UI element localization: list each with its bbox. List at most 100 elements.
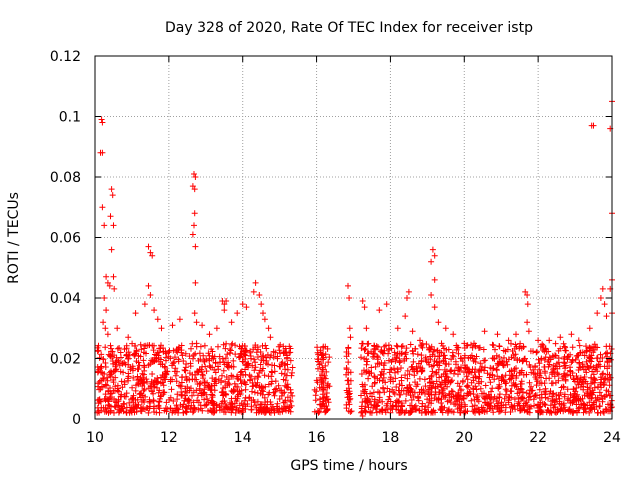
- data-point: [191, 171, 197, 177]
- data-point: [98, 363, 105, 370]
- data-point: [513, 365, 519, 372]
- data-point: [368, 348, 375, 355]
- data-point: [278, 405, 285, 412]
- data-point: [98, 351, 105, 358]
- data-point: [200, 352, 207, 359]
- data-point: [107, 342, 114, 349]
- data-point: [279, 408, 286, 415]
- data-point: [120, 400, 127, 407]
- data-point: [175, 346, 182, 353]
- data-point: [160, 389, 167, 396]
- data-point: [576, 342, 583, 349]
- data-point: [198, 366, 204, 373]
- data-point: [136, 362, 143, 369]
- data-point: [547, 402, 554, 409]
- data-point: [125, 377, 132, 384]
- data-point: [455, 371, 461, 378]
- data-point: [546, 337, 553, 344]
- data-point: [368, 401, 375, 408]
- data-point: [543, 388, 549, 395]
- data-point: [104, 377, 111, 384]
- data-point: [567, 391, 574, 398]
- data-point: [117, 393, 124, 400]
- data-point: [234, 310, 241, 317]
- data-point: [518, 394, 525, 401]
- data-point: [108, 390, 115, 397]
- data-point: [242, 352, 249, 359]
- data-point: [517, 381, 524, 387]
- data-point: [380, 350, 387, 357]
- data-point: [433, 369, 440, 376]
- data-point: [450, 331, 457, 338]
- data-point: [425, 391, 432, 397]
- data-point: [212, 359, 219, 366]
- data-point: [345, 282, 351, 289]
- data-point: [587, 406, 594, 413]
- data-point: [135, 381, 142, 388]
- data-point: [280, 376, 287, 383]
- y-axis-label: ROTI / TECUs: [6, 192, 22, 284]
- data-point: [411, 372, 418, 379]
- data-point: [583, 358, 590, 365]
- data-point: [346, 295, 353, 301]
- data-point: [123, 390, 130, 397]
- data-point: [565, 353, 572, 360]
- data-point: [128, 409, 135, 416]
- data-point: [146, 403, 153, 410]
- data-point: [190, 399, 197, 406]
- data-point: [584, 390, 590, 397]
- data-point: [191, 186, 198, 193]
- data-point: [220, 341, 227, 348]
- data-point: [268, 368, 275, 375]
- data-point: [598, 392, 605, 399]
- data-point: [95, 408, 102, 415]
- data-point: [252, 279, 259, 286]
- y-tick-label: 0.1: [59, 110, 81, 126]
- data-point: [432, 391, 439, 398]
- data-point: [429, 246, 436, 253]
- data-point: [574, 409, 580, 415]
- data-point: [570, 392, 577, 399]
- data-point: [433, 378, 440, 385]
- data-point: [102, 360, 109, 366]
- data-point: [399, 382, 405, 389]
- data-point: [220, 359, 227, 366]
- data-point: [274, 353, 281, 360]
- data-point: [203, 391, 210, 398]
- data-point: [513, 343, 520, 350]
- data-point: [127, 364, 134, 371]
- data-point: [189, 231, 196, 238]
- data-point: [276, 363, 283, 370]
- data-point: [193, 387, 200, 394]
- data-point: [464, 392, 470, 399]
- data-point: [223, 298, 230, 304]
- data-point: [379, 398, 386, 405]
- data-point: [464, 376, 471, 383]
- data-point: [108, 345, 115, 352]
- data-point: [418, 358, 425, 365]
- data-point: [145, 282, 152, 289]
- data-point: [555, 377, 562, 384]
- data-point: [505, 399, 512, 406]
- data-point: [533, 349, 540, 356]
- axis-ticks: [94, 55, 613, 420]
- data-point: [193, 319, 200, 326]
- data-point: [99, 375, 106, 382]
- data-point: [380, 384, 386, 391]
- data-point: [447, 399, 454, 406]
- data-point: [268, 352, 275, 359]
- data-point: [543, 348, 550, 355]
- data-point: [561, 360, 568, 367]
- data-point: [461, 401, 468, 408]
- data-point: [161, 375, 168, 381]
- data-point: [375, 388, 381, 395]
- data-point: [382, 379, 389, 386]
- data-point: [402, 313, 409, 320]
- data-point: [491, 403, 498, 410]
- data-point: [405, 389, 412, 396]
- data-point: [187, 360, 194, 367]
- data-point: [158, 325, 165, 332]
- data-point: [239, 342, 246, 349]
- data-point: [472, 366, 479, 373]
- data-point: [248, 373, 255, 380]
